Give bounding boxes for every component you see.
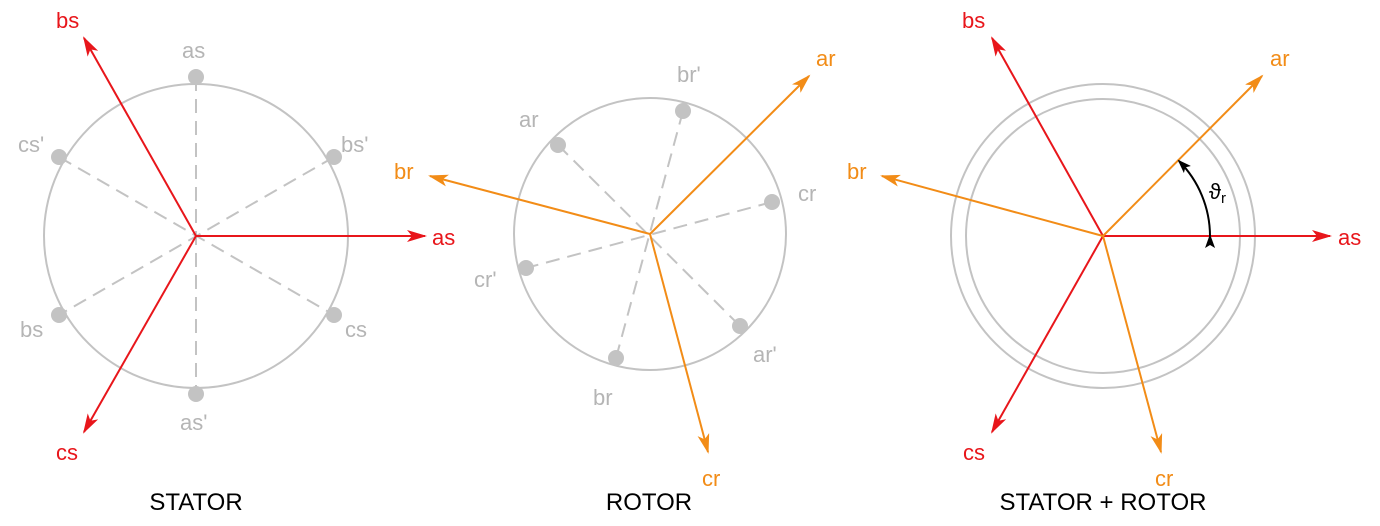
combined-cs-label: cs [963,440,985,465]
stator-panel: as bs cs as as' cs' bs' bs cs STATOR [18,8,455,516]
combined-ar-label: ar [1270,46,1290,71]
stator-bs-label: bs [56,8,79,33]
rotor-angle-arc [1177,159,1216,249]
stator-conductor-cs-prime: cs' [18,132,44,157]
combined-bs-axis [991,36,1104,237]
stator-conductor-bs: bs [20,317,43,342]
rotor-conductor-br-prime: br' [677,62,701,87]
rotor-ar-label: ar [816,46,836,71]
combined-title: STATOR + ROTOR [1000,489,1207,516]
rotor-conductor-cr-prime: cr' [474,267,497,292]
stator-conductor-as-prime: as' [180,410,207,435]
combined-panel: ϑr as bs cs ar br cr STATOR + ROTOR [847,8,1361,516]
stator-as-label: as [432,225,455,250]
combined-cr-label: cr [1155,466,1173,491]
combined-bs-label: bs [962,8,985,33]
stator-conductor-dots [51,69,342,402]
combined-ar-axis [1102,74,1264,237]
rotor-panel: ar br cr ar br' cr cr' ar' br ROTOR [394,46,836,516]
stator-title: STATOR [149,489,242,516]
combined-br-label: br [847,159,867,184]
stator-bs-axis [83,36,197,237]
rotor-br-axis [428,174,651,235]
rotor-title: ROTOR [606,489,692,516]
combined-br-axis [880,174,1104,237]
combined-cr-axis [1102,235,1163,454]
stator-cs-axis [83,235,197,434]
rotor-cr-label: cr [702,466,720,491]
rotor-conductor-dots [518,103,780,366]
rotor-circle [513,97,787,371]
rotor-ar-axis [649,74,811,235]
rotor-angle-label: ϑr [1209,179,1226,207]
rotor-conductor-ar-prime: ar' [753,342,777,367]
stator-cs-label: cs [56,440,78,465]
rotor-conductor-cr: cr [798,181,816,206]
rotor-conductor-ar: ar [519,107,539,132]
combined-cs-axis [991,235,1104,434]
rotor-br-label: br [394,159,414,184]
stator-conductor-bs-prime: bs' [341,132,368,157]
stator-conductor-cs: cs [345,317,367,342]
stator-conductor-as: as [182,38,205,63]
combined-as-label: as [1338,225,1361,250]
rotor-conductor-br: br [593,385,613,410]
rotor-cr-axis [649,233,710,454]
